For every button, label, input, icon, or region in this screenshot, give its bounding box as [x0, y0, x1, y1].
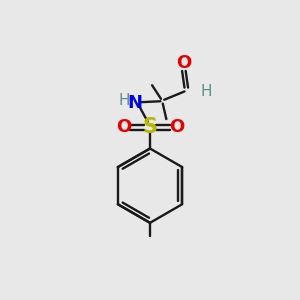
Text: S: S — [142, 117, 158, 137]
Text: H: H — [200, 84, 212, 99]
Text: O: O — [176, 54, 191, 72]
Text: N: N — [128, 94, 142, 112]
Text: O: O — [169, 118, 184, 136]
Text: H: H — [119, 94, 130, 109]
Text: O: O — [116, 118, 131, 136]
